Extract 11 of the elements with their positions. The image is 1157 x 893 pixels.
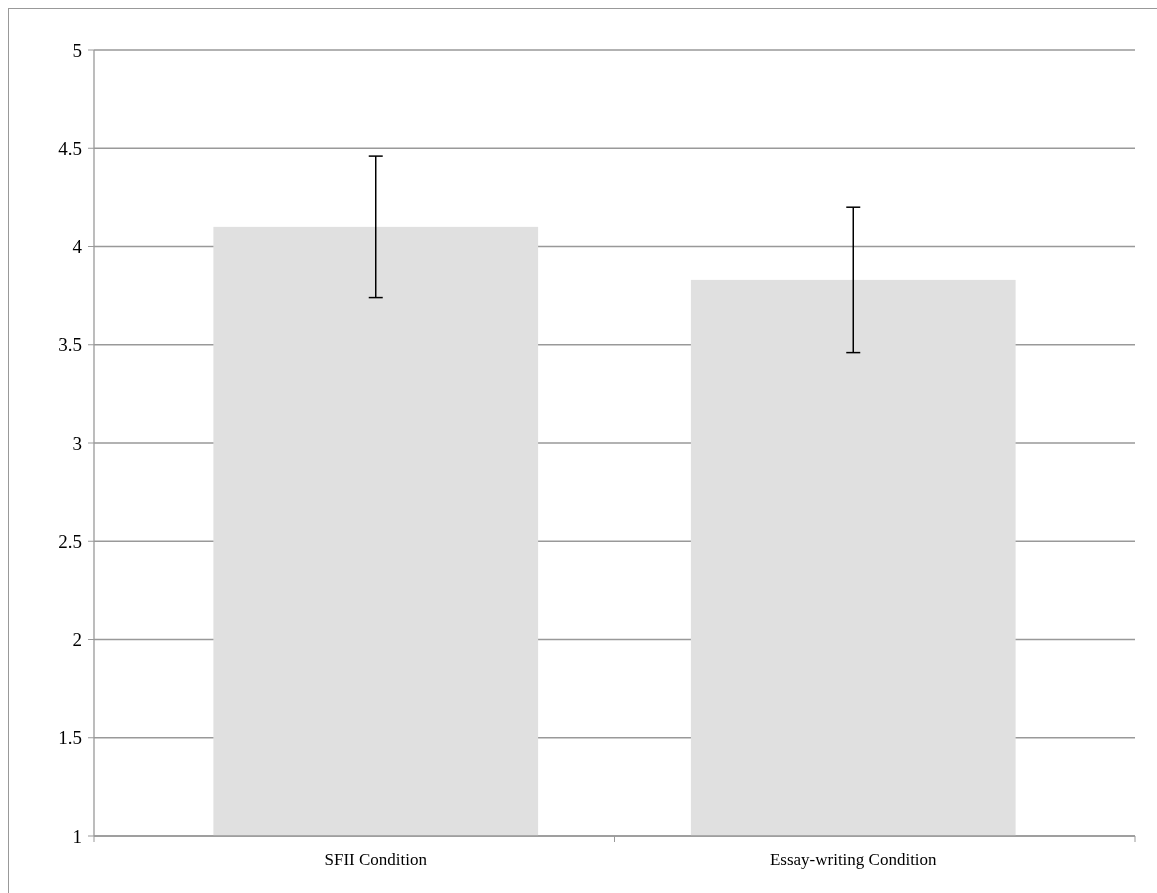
y-tick-label: 2 bbox=[72, 629, 82, 651]
y-tick-label: 4 bbox=[72, 236, 83, 258]
y-tick-label: 2.5 bbox=[58, 530, 82, 552]
y-tick-label: 5 bbox=[72, 39, 82, 61]
y-tick-label: 3 bbox=[72, 432, 82, 454]
x-tick-label: SFII Condition bbox=[324, 850, 428, 869]
y-tick-label: 4.5 bbox=[58, 137, 82, 159]
x-tick-label: Essay-writing Condition bbox=[769, 850, 938, 869]
y-tick-label: 3.5 bbox=[58, 334, 82, 356]
y-tick-label: 1.5 bbox=[58, 727, 82, 749]
y-tick-label: 1 bbox=[72, 825, 82, 847]
